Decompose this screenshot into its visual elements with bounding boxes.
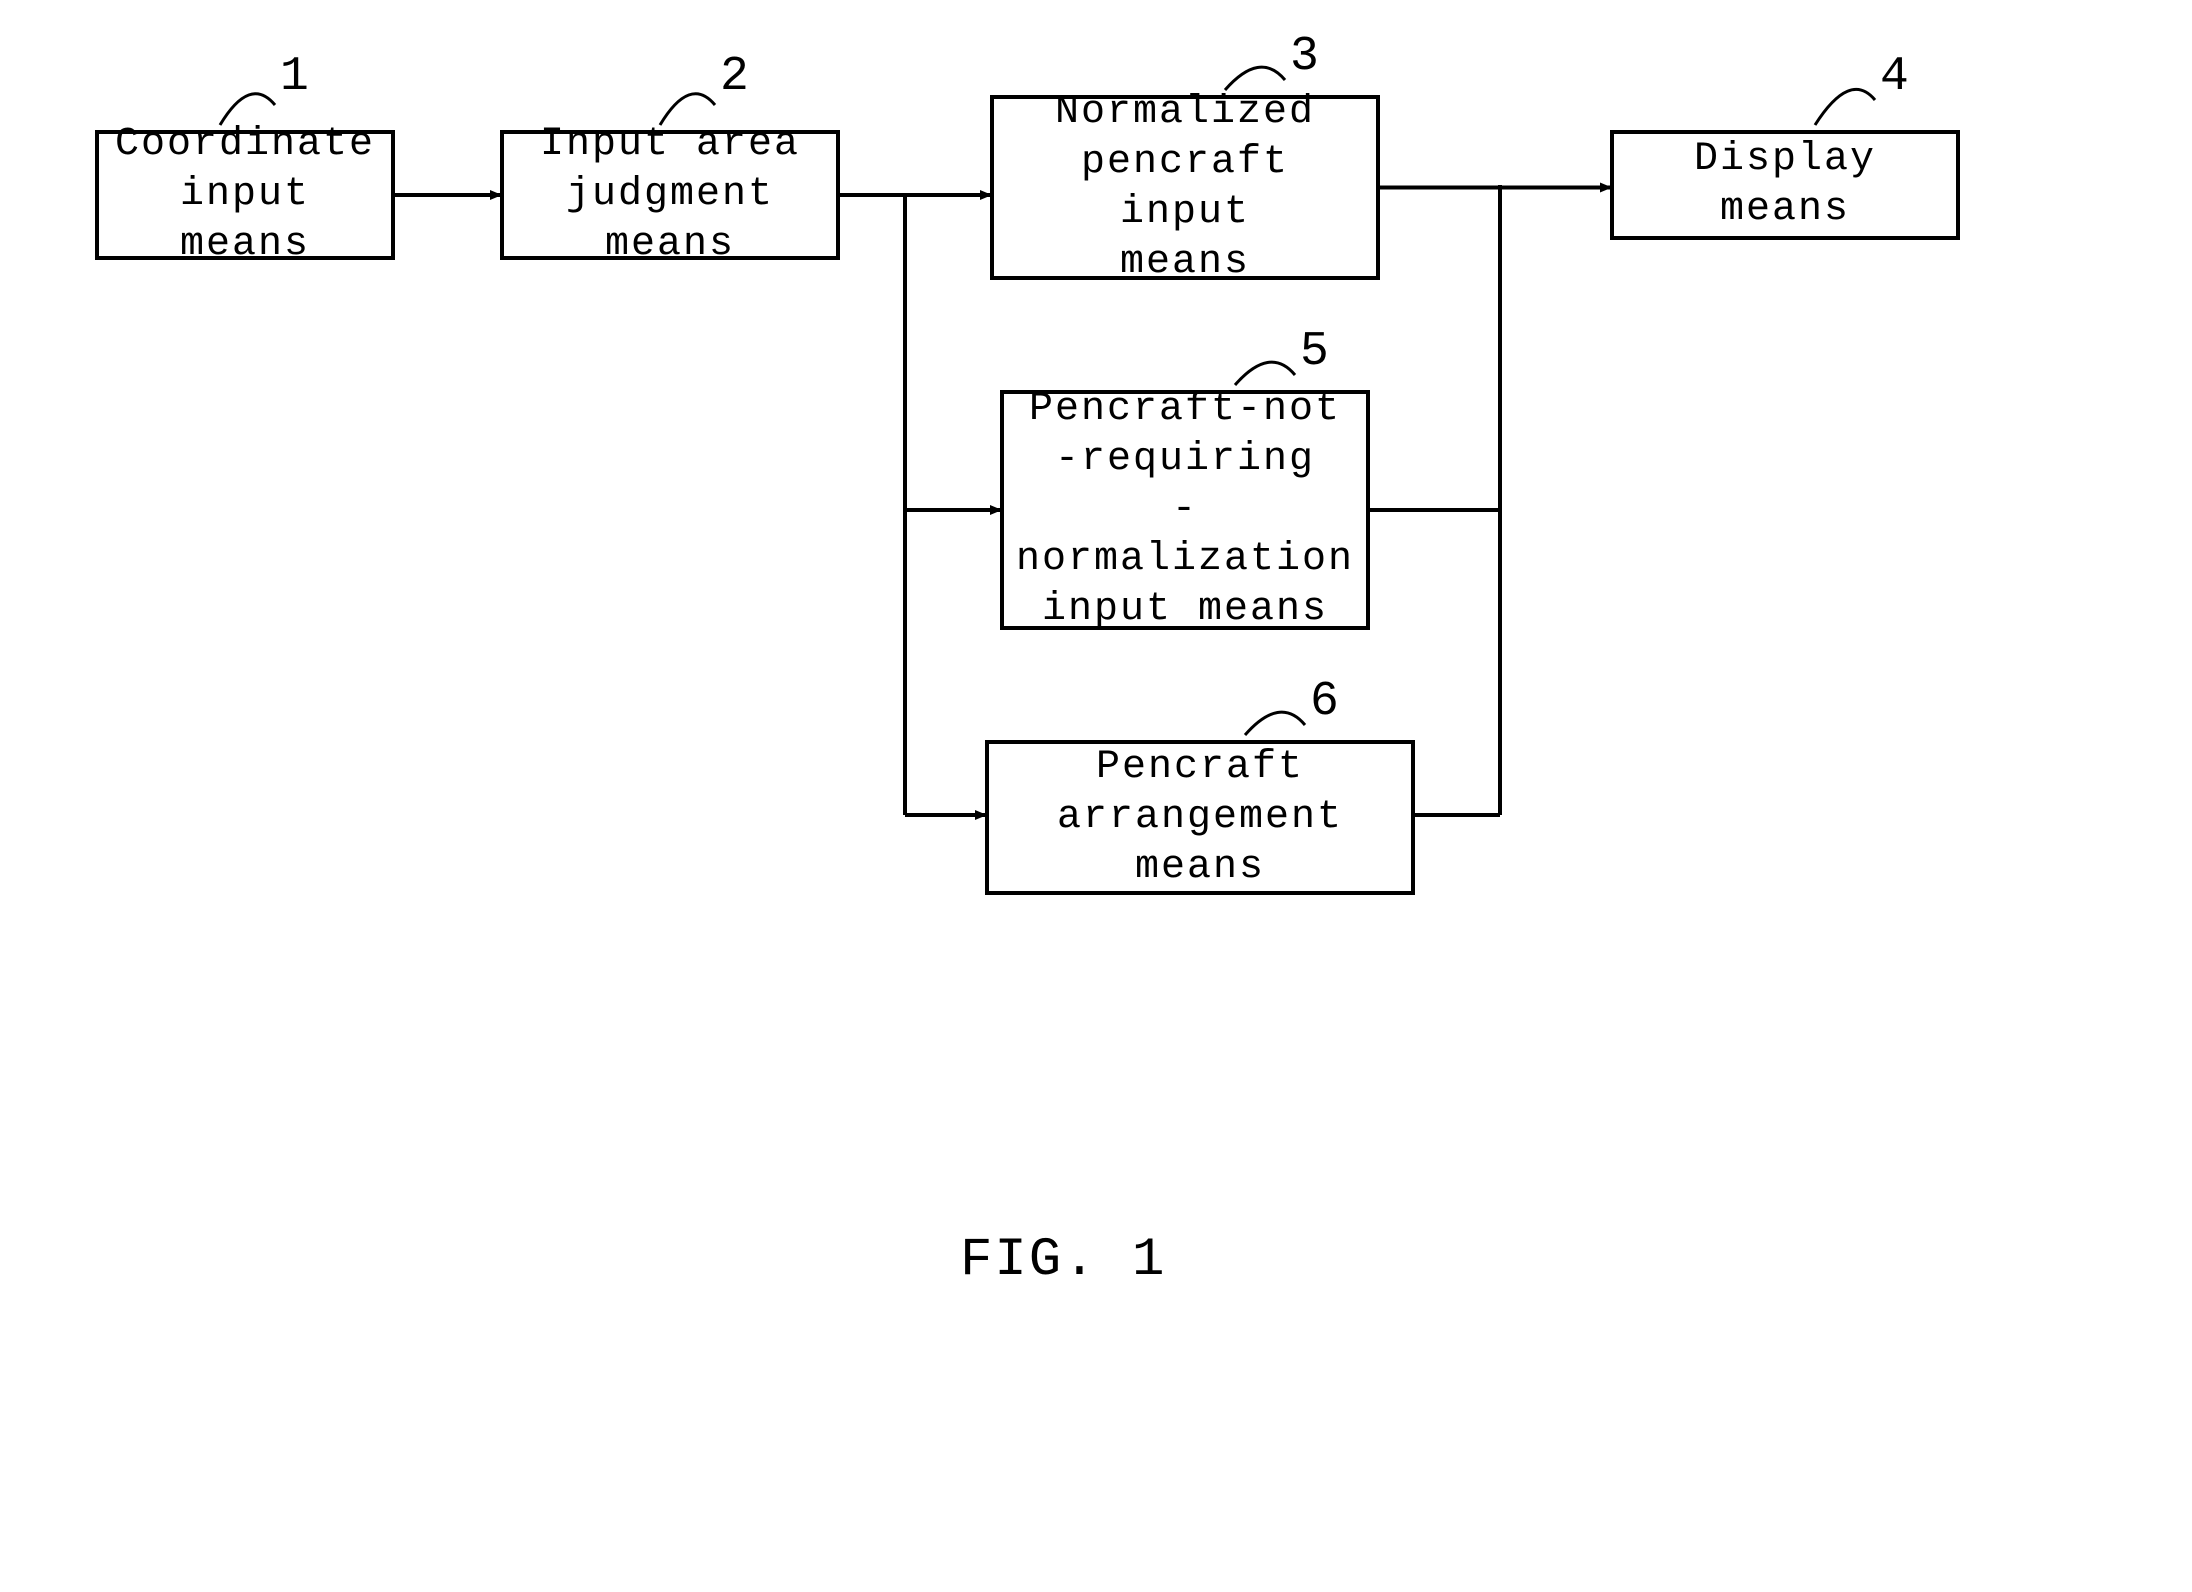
figure-caption: FIG. 1 <box>960 1230 1166 1291</box>
node-pencraft-not-requiring-normalization-input-means: Pencraft-not -requiring -normalization i… <box>1000 390 1370 630</box>
ref-label-5: 5 <box>1300 325 1329 379</box>
ref-label-4: 4 <box>1880 50 1909 104</box>
ref-label-3: 3 <box>1290 30 1319 84</box>
node-text: Display means <box>1628 135 1942 235</box>
ref-label-1: 1 <box>280 50 309 104</box>
node-input-area-judgment-means: Input area judgment means <box>500 130 840 260</box>
ref-label-6: 6 <box>1310 675 1339 729</box>
node-display-means: Display means <box>1610 130 1960 240</box>
node-text: Normalized pencraft input means <box>1008 88 1362 288</box>
node-text: Pencraft-not -requiring -normalization i… <box>1016 385 1354 635</box>
node-text: Pencraft arrangement means <box>1003 743 1397 893</box>
node-text: Coordinate input means <box>113 120 377 270</box>
node-text: Input area judgment means <box>518 120 822 270</box>
node-normalized-pencraft-input-means: Normalized pencraft input means <box>990 95 1380 280</box>
node-pencraft-arrangement-means: Pencraft arrangement means <box>985 740 1415 895</box>
ref-label-2: 2 <box>720 50 749 104</box>
figure-canvas: Coordinate input means Input area judgme… <box>0 0 2192 1592</box>
node-coordinate-input-means: Coordinate input means <box>95 130 395 260</box>
